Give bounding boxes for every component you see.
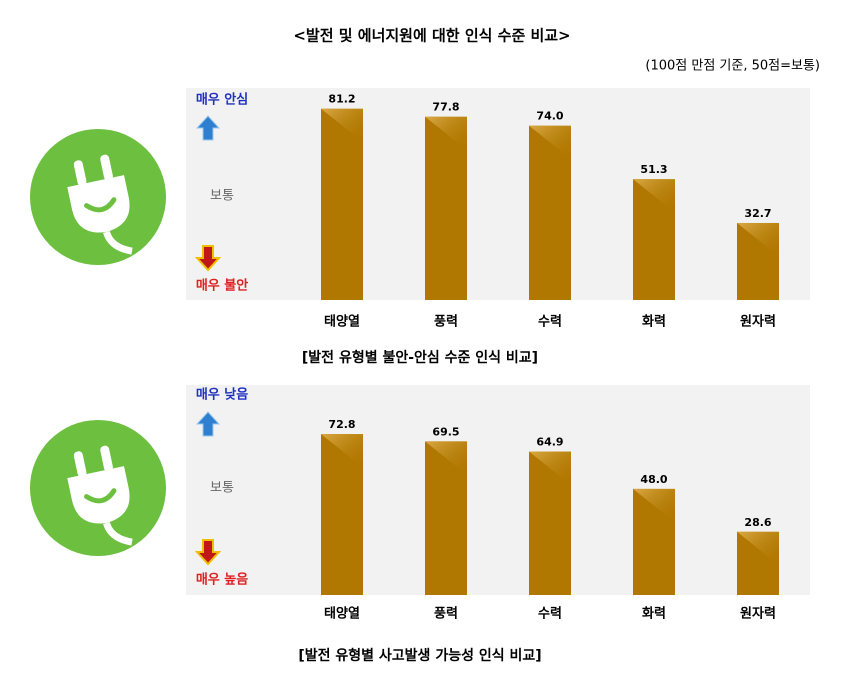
up-arrow <box>195 411 221 437</box>
x-tick-label: 풍력 <box>434 607 458 622</box>
bar-shine <box>425 441 467 475</box>
scale-label: 매우 높음 <box>196 572 248 588</box>
x-tick-label: 태양열 <box>324 606 360 622</box>
x-tick-label: 화력 <box>642 606 666 622</box>
bar-shine <box>737 222 779 257</box>
bar <box>425 116 467 300</box>
x-tick-label: 원자력 <box>740 607 776 622</box>
plug-icon <box>30 129 166 265</box>
plug-prong <box>73 451 87 478</box>
bar-shine <box>321 434 363 468</box>
down-arrow <box>194 245 222 272</box>
value-label: 81.2 <box>328 93 355 106</box>
scale-label: 보통 <box>210 481 234 496</box>
value-label: 72.8 <box>328 418 355 431</box>
plug <box>67 445 133 546</box>
up-arrow <box>195 115 221 141</box>
plot-area <box>186 385 810 595</box>
plug-cord <box>103 521 133 546</box>
plot-area <box>186 88 810 300</box>
x-tick-label: 화력 <box>642 314 666 330</box>
bar <box>529 125 571 300</box>
value-label: 74.0 <box>536 110 563 123</box>
plug-prong <box>100 154 113 181</box>
bar-shine <box>529 125 571 160</box>
chart-caption: [발전 유형별 사고발생 가능성 인식 비교] <box>298 647 541 664</box>
scale-label: 매우 안심 <box>196 92 248 108</box>
value-label: 77.8 <box>432 101 459 114</box>
x-tick-label: 원자력 <box>740 315 776 330</box>
plug-icon <box>30 420 166 556</box>
scale-label: 보통 <box>210 189 234 204</box>
value-label: 69.5 <box>432 425 459 438</box>
x-tick-label: 태양열 <box>324 314 360 330</box>
bar <box>321 108 363 301</box>
plug-cord <box>103 230 133 255</box>
bar-shine <box>633 488 675 523</box>
down-arrow <box>194 539 222 566</box>
value-label: 32.7 <box>744 207 771 220</box>
plug-prong <box>100 445 113 472</box>
x-tick-label: 풍력 <box>434 315 458 330</box>
chart-caption: [발전 유형별 불안-안심 수준 인식 비교] <box>302 349 538 366</box>
bar-shine <box>321 108 363 143</box>
bar-shine <box>633 179 675 213</box>
value-label: 28.6 <box>744 516 771 529</box>
bar-shine <box>425 116 467 151</box>
plug <box>67 154 133 255</box>
plug-smile <box>84 488 117 504</box>
bar-shine <box>737 531 779 566</box>
plug-body <box>67 466 130 524</box>
x-tick-label: 수력 <box>538 607 562 622</box>
scale-label: 매우 불안 <box>196 278 248 294</box>
plug-body <box>67 175 130 233</box>
scale-label: 매우 낮음 <box>196 387 248 403</box>
value-label: 51.3 <box>640 163 667 176</box>
value-label: 48.0 <box>640 473 667 486</box>
bar-shine <box>529 451 571 486</box>
plug-smile <box>84 197 117 213</box>
x-tick-label: 수력 <box>538 315 562 330</box>
chart-title: <발전 및 에너지원에 대한 인식 수준 비교> <box>293 27 570 45</box>
value-label: 64.9 <box>536 436 563 449</box>
plug-prong <box>73 160 87 187</box>
chart-subtitle: (100점 만점 기준, 50점=보통) <box>645 59 820 74</box>
